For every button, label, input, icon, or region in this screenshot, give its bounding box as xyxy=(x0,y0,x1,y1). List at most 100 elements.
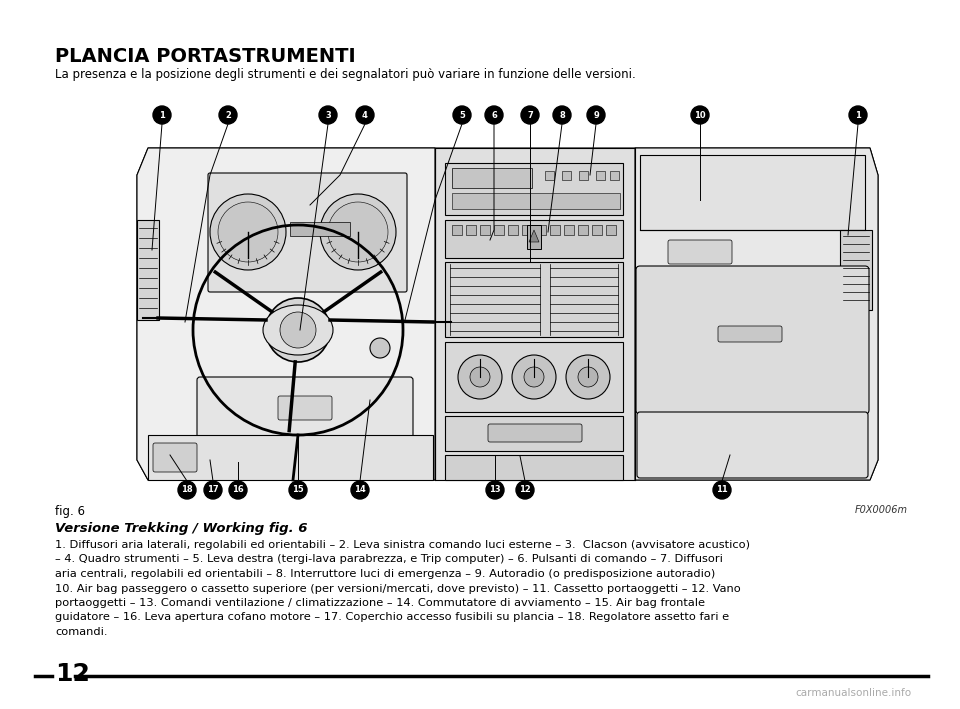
FancyBboxPatch shape xyxy=(480,225,490,235)
Circle shape xyxy=(280,312,316,348)
FancyBboxPatch shape xyxy=(153,443,197,472)
FancyBboxPatch shape xyxy=(445,163,623,215)
FancyBboxPatch shape xyxy=(527,225,541,249)
FancyBboxPatch shape xyxy=(562,171,571,180)
Circle shape xyxy=(370,338,390,358)
Circle shape xyxy=(320,194,396,270)
Text: 14: 14 xyxy=(354,486,366,494)
FancyBboxPatch shape xyxy=(445,220,623,258)
Circle shape xyxy=(351,481,369,499)
FancyBboxPatch shape xyxy=(596,171,605,180)
FancyBboxPatch shape xyxy=(718,326,782,342)
Circle shape xyxy=(229,481,247,499)
Circle shape xyxy=(218,202,278,262)
Text: portaoggetti – 13. Comandi ventilazione / climatizzazione – 14. Commutatore di a: portaoggetti – 13. Comandi ventilazione … xyxy=(55,598,705,608)
Text: 10: 10 xyxy=(694,111,706,120)
Text: 5: 5 xyxy=(459,111,465,120)
Circle shape xyxy=(328,202,388,262)
Circle shape xyxy=(524,367,544,387)
Circle shape xyxy=(578,367,598,387)
FancyBboxPatch shape xyxy=(579,171,588,180)
FancyBboxPatch shape xyxy=(278,396,332,420)
Polygon shape xyxy=(137,148,878,480)
FancyBboxPatch shape xyxy=(592,225,602,235)
FancyBboxPatch shape xyxy=(536,225,546,235)
Polygon shape xyxy=(137,148,435,480)
FancyBboxPatch shape xyxy=(640,155,865,230)
Text: 4: 4 xyxy=(362,111,368,120)
FancyBboxPatch shape xyxy=(452,225,462,235)
Ellipse shape xyxy=(263,305,333,355)
Circle shape xyxy=(566,355,610,399)
FancyBboxPatch shape xyxy=(494,225,504,235)
FancyBboxPatch shape xyxy=(578,225,588,235)
Circle shape xyxy=(713,481,731,499)
Circle shape xyxy=(485,106,503,124)
Text: 1: 1 xyxy=(159,111,165,120)
FancyBboxPatch shape xyxy=(445,416,623,451)
FancyBboxPatch shape xyxy=(208,173,407,292)
Text: 2: 2 xyxy=(225,111,231,120)
FancyBboxPatch shape xyxy=(545,171,554,180)
Circle shape xyxy=(512,355,556,399)
Text: 7: 7 xyxy=(527,111,533,120)
Text: 1. Diffusori aria laterali, regolabili ed orientabili – 2. Leva sinistra comando: 1. Diffusori aria laterali, regolabili e… xyxy=(55,540,750,550)
FancyBboxPatch shape xyxy=(508,225,518,235)
Text: guidatore – 16. Leva apertura cofano motore – 17. Coperchio accesso fusibili su : guidatore – 16. Leva apertura cofano mot… xyxy=(55,613,730,623)
Circle shape xyxy=(458,355,502,399)
Circle shape xyxy=(178,481,196,499)
FancyBboxPatch shape xyxy=(197,377,413,438)
Text: 11: 11 xyxy=(716,486,728,494)
Text: 8: 8 xyxy=(559,111,564,120)
Text: 6: 6 xyxy=(492,111,497,120)
FancyBboxPatch shape xyxy=(290,222,350,236)
Circle shape xyxy=(219,106,237,124)
Text: 9: 9 xyxy=(593,111,599,120)
FancyBboxPatch shape xyxy=(636,266,869,414)
Text: aria centrali, regolabili ed orientabili – 8. Interruttore luci di emergenza – 9: aria centrali, regolabili ed orientabili… xyxy=(55,569,715,579)
Text: carmanualsonline.info: carmanualsonline.info xyxy=(796,688,912,698)
FancyBboxPatch shape xyxy=(137,220,159,320)
Circle shape xyxy=(516,481,534,499)
Circle shape xyxy=(210,194,286,270)
Circle shape xyxy=(849,106,867,124)
Text: 3: 3 xyxy=(325,111,331,120)
Text: 18: 18 xyxy=(181,486,193,494)
Text: fig. 6: fig. 6 xyxy=(55,505,85,518)
FancyBboxPatch shape xyxy=(445,262,623,337)
Circle shape xyxy=(470,367,490,387)
Circle shape xyxy=(204,481,222,499)
Circle shape xyxy=(319,106,337,124)
Text: PLANCIA PORTASTRUMENTI: PLANCIA PORTASTRUMENTI xyxy=(55,47,355,66)
Text: F0X0006m: F0X0006m xyxy=(855,505,908,515)
Circle shape xyxy=(289,481,307,499)
FancyBboxPatch shape xyxy=(637,412,868,478)
Text: 15: 15 xyxy=(292,486,304,494)
Circle shape xyxy=(521,106,539,124)
Circle shape xyxy=(691,106,709,124)
FancyBboxPatch shape xyxy=(466,225,476,235)
Circle shape xyxy=(453,106,471,124)
FancyBboxPatch shape xyxy=(148,435,433,480)
FancyBboxPatch shape xyxy=(610,171,619,180)
FancyBboxPatch shape xyxy=(668,240,732,264)
Text: comandi.: comandi. xyxy=(55,627,108,637)
FancyBboxPatch shape xyxy=(452,193,620,209)
Polygon shape xyxy=(635,148,878,480)
Circle shape xyxy=(553,106,571,124)
FancyBboxPatch shape xyxy=(488,424,582,442)
Text: 12: 12 xyxy=(519,486,531,494)
Text: – 4. Quadro strumenti – 5. Leva destra (tergi-lava parabrezza, e Trip computer) : – 4. Quadro strumenti – 5. Leva destra (… xyxy=(55,554,723,564)
Text: 17: 17 xyxy=(207,486,219,494)
Circle shape xyxy=(356,106,374,124)
Text: 10. Air bag passeggero o cassetto superiore (per versioni/mercati, dove previsto: 10. Air bag passeggero o cassetto superi… xyxy=(55,584,741,593)
FancyBboxPatch shape xyxy=(445,455,623,480)
FancyBboxPatch shape xyxy=(564,225,574,235)
FancyBboxPatch shape xyxy=(522,225,532,235)
FancyBboxPatch shape xyxy=(452,168,532,188)
Text: 13: 13 xyxy=(490,486,501,494)
FancyBboxPatch shape xyxy=(550,225,560,235)
Text: 12: 12 xyxy=(55,662,90,686)
Text: Versione Trekking / Working fig. 6: Versione Trekking / Working fig. 6 xyxy=(55,522,307,535)
Circle shape xyxy=(587,106,605,124)
